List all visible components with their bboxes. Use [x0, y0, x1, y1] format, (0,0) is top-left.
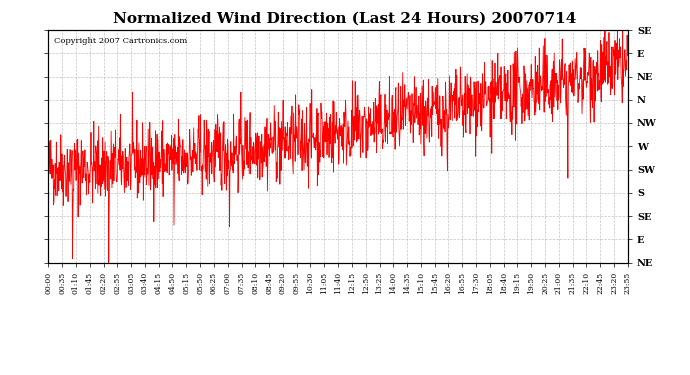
Text: Copyright 2007 Cartronics.com: Copyright 2007 Cartronics.com	[54, 37, 188, 45]
Text: Normalized Wind Direction (Last 24 Hours) 20070714: Normalized Wind Direction (Last 24 Hours…	[113, 11, 577, 25]
